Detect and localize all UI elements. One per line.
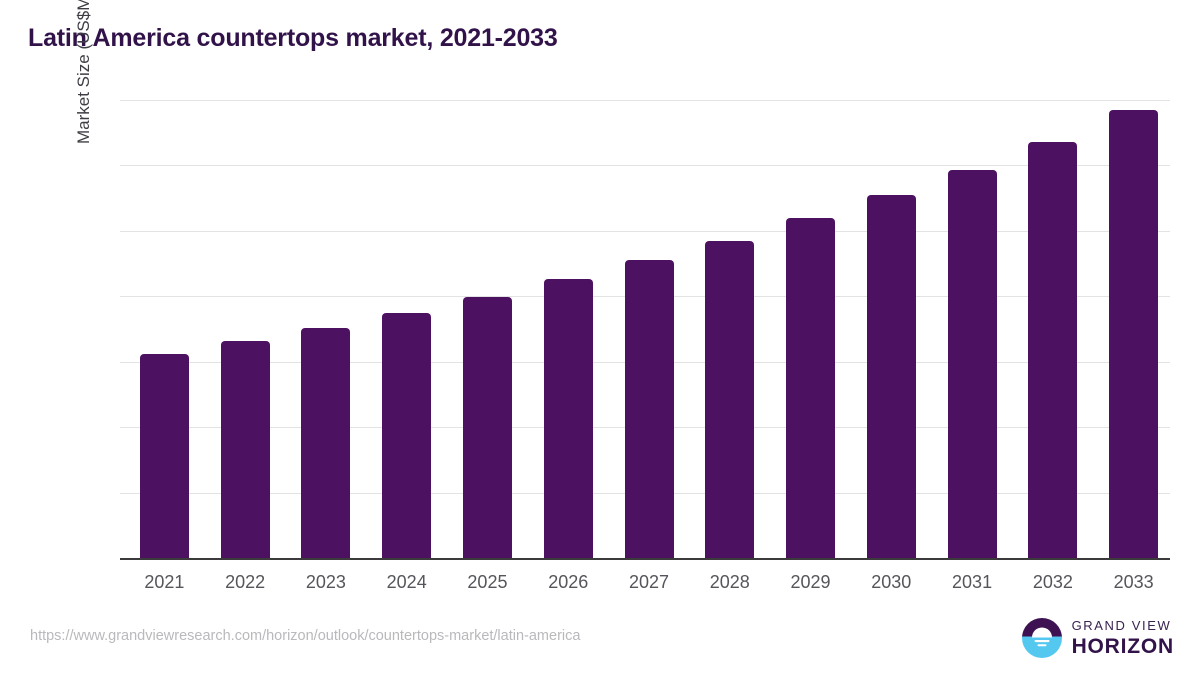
bar-2026[interactable]: [543, 279, 593, 558]
bar-2023[interactable]: [301, 328, 351, 558]
source-url[interactable]: https://www.grandviewresearch.com/horizo…: [30, 628, 581, 644]
x-axis-tick-label-2033: 2033: [1113, 572, 1154, 592]
bar-2027[interactable]: [624, 260, 674, 558]
x-axis-tick-label-2026: 2026: [548, 572, 589, 592]
gridline: [120, 165, 1170, 167]
bar-2022[interactable]: [220, 340, 270, 558]
logo-line-grand-view: GRAND VIEW: [1071, 618, 1172, 633]
x-axis-tick-label-2031: 2031: [952, 572, 993, 592]
plot-area: Market Size (US$M) 02k4k6k8k10k12k14k 20…: [74, 0, 1170, 592]
bar-2032[interactable]: [1028, 141, 1078, 558]
page-title: Latin America countertops market, 2021-2…: [28, 24, 558, 52]
x-axis-tick-label-2024: 2024: [386, 572, 427, 592]
gridline: [120, 230, 1170, 232]
x-axis-tick-label-2032: 2032: [1032, 572, 1073, 592]
logo-line-horizon: HORIZON: [1071, 635, 1174, 658]
x-axis-tick-label-2027: 2027: [628, 572, 670, 592]
bar-2024[interactable]: [382, 313, 432, 558]
bar-2025[interactable]: [462, 296, 512, 558]
x-axis-tick-label-2030: 2030: [871, 572, 912, 592]
x-axis-tick-label-2025: 2025: [467, 572, 508, 592]
bar-2031[interactable]: [947, 170, 997, 558]
x-axis-line: [120, 558, 1170, 560]
bar-2028[interactable]: [705, 240, 755, 558]
gridline: [120, 100, 1170, 101]
bar-2030[interactable]: [866, 194, 916, 558]
x-axis-tick-label-2023: 2023: [305, 572, 346, 592]
logo-wordmark: GRAND VIEW HORIZON: [1072, 619, 1174, 657]
x-axis-tick-label-2022: 2022: [225, 572, 266, 592]
x-axis-tick-label-2021: 2021: [144, 572, 185, 592]
horizon-logo-icon: [1021, 618, 1062, 658]
bar-2033[interactable]: [1109, 110, 1159, 558]
bar-2029[interactable]: [786, 218, 836, 558]
bar-2021[interactable]: [139, 353, 189, 558]
x-axis-tick-label-2028: 2028: [709, 572, 750, 592]
brand-logo[interactable]: GRAND VIEW HORIZON: [1021, 618, 1174, 658]
x-axis-tick-label-2029: 2029: [790, 572, 831, 592]
y-axis-title: Market Size (US$M): [74, 0, 93, 144]
